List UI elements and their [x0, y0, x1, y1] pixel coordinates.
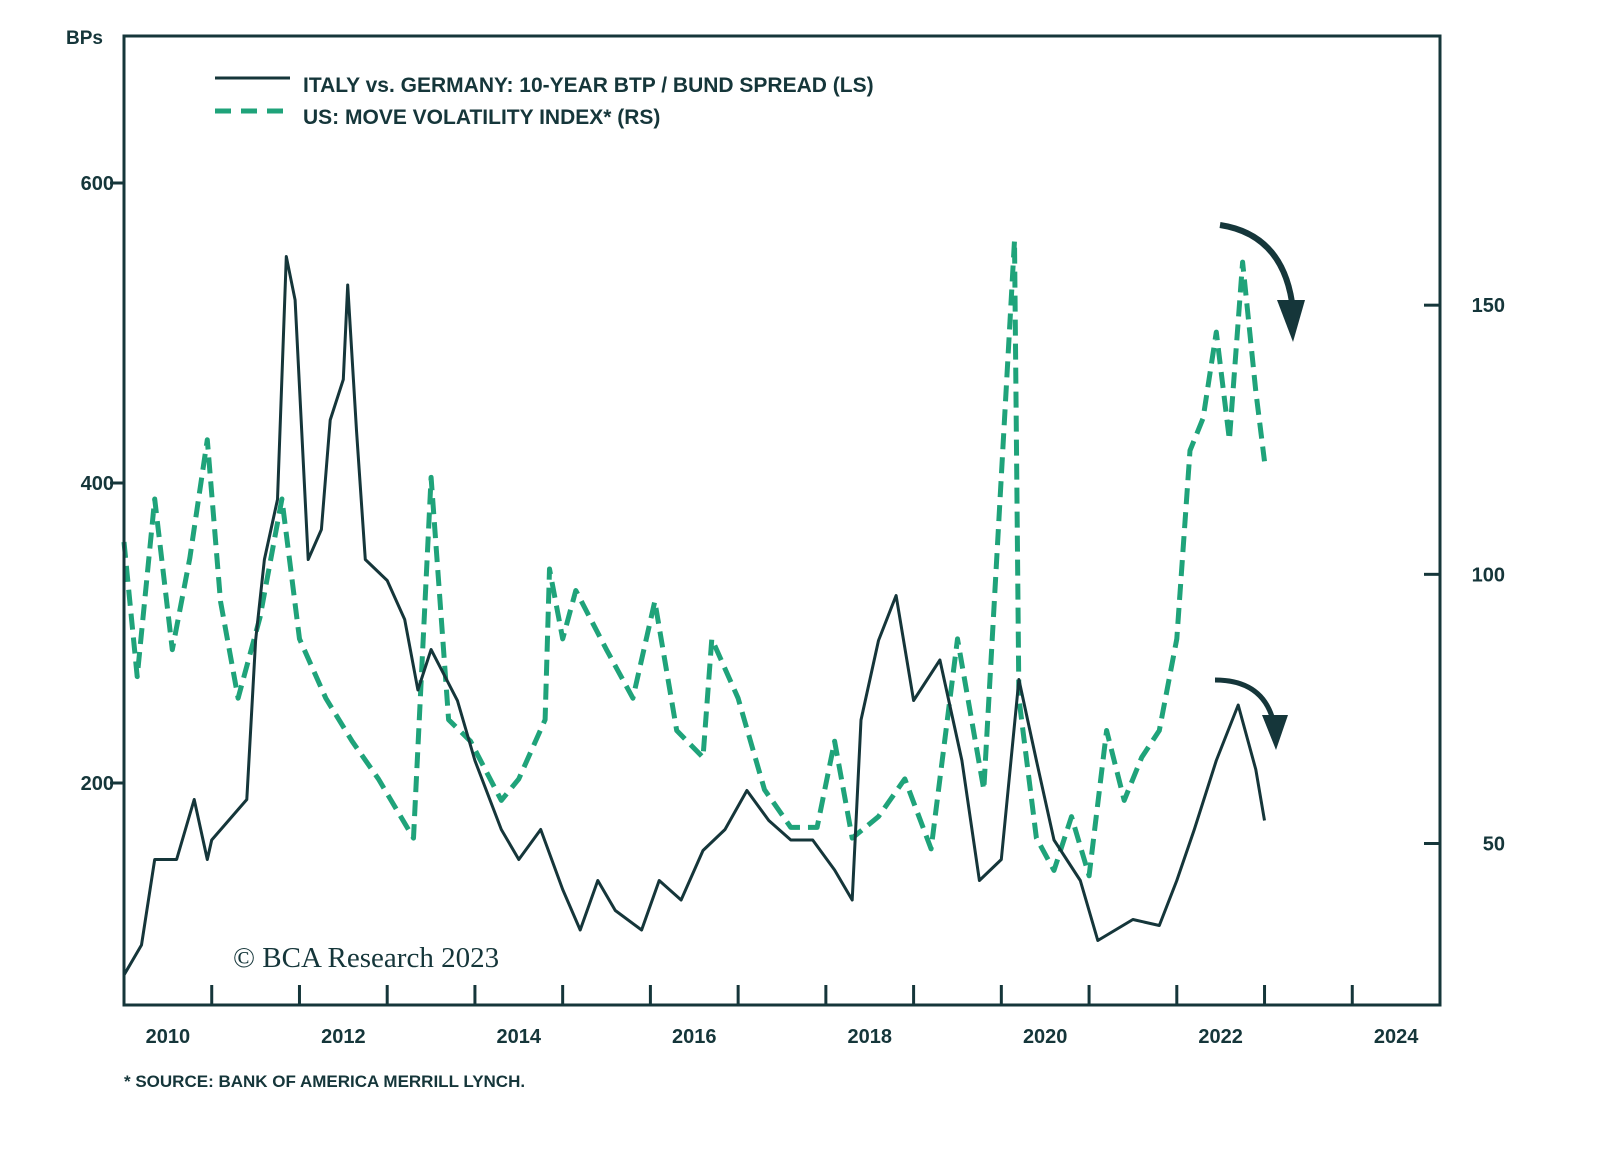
arrow-annotation-spread	[1214, 677, 1288, 750]
spread-line	[122, 255, 1266, 976]
legend: ITALY vs. GERMANY: 10-YEAR BTP / BUND SP…	[215, 74, 874, 129]
x-tick-label: 2020	[1023, 1026, 1068, 1048]
x-tick-label: 2024	[1374, 1026, 1419, 1048]
move-line	[121, 238, 1267, 879]
x-tick-label: 2012	[321, 1026, 366, 1048]
right-tick-label: 100	[1472, 564, 1505, 586]
right-tick-label: 150	[1472, 295, 1505, 317]
x-tick-label: 2010	[146, 1026, 191, 1048]
x-tick-label: 2022	[1198, 1026, 1243, 1048]
left-tick-label: 600	[81, 173, 114, 195]
source-footnote: * SOURCE: BANK OF AMERICA MERRILL LYNCH.	[124, 1072, 525, 1091]
left-tick-label: 400	[81, 473, 114, 495]
legend-label-spread: ITALY vs. GERMANY: 10-YEAR BTP / BUND SP…	[303, 74, 874, 97]
plot-frame	[122, 34, 1442, 1007]
x-tick-label: 2014	[497, 1026, 542, 1048]
arrow-annotation-move	[1219, 222, 1305, 342]
watermark: © BCA Research 2023	[233, 942, 499, 974]
left-axis-label: BPs	[66, 28, 103, 49]
left-tick-label: 200	[81, 773, 114, 795]
x-tick-label: 2016	[672, 1026, 717, 1048]
legend-label-move: US: MOVE VOLATILITY INDEX* (RS)	[303, 106, 660, 129]
right-tick-label: 50	[1483, 834, 1505, 856]
x-tick-label: 2018	[847, 1026, 892, 1048]
